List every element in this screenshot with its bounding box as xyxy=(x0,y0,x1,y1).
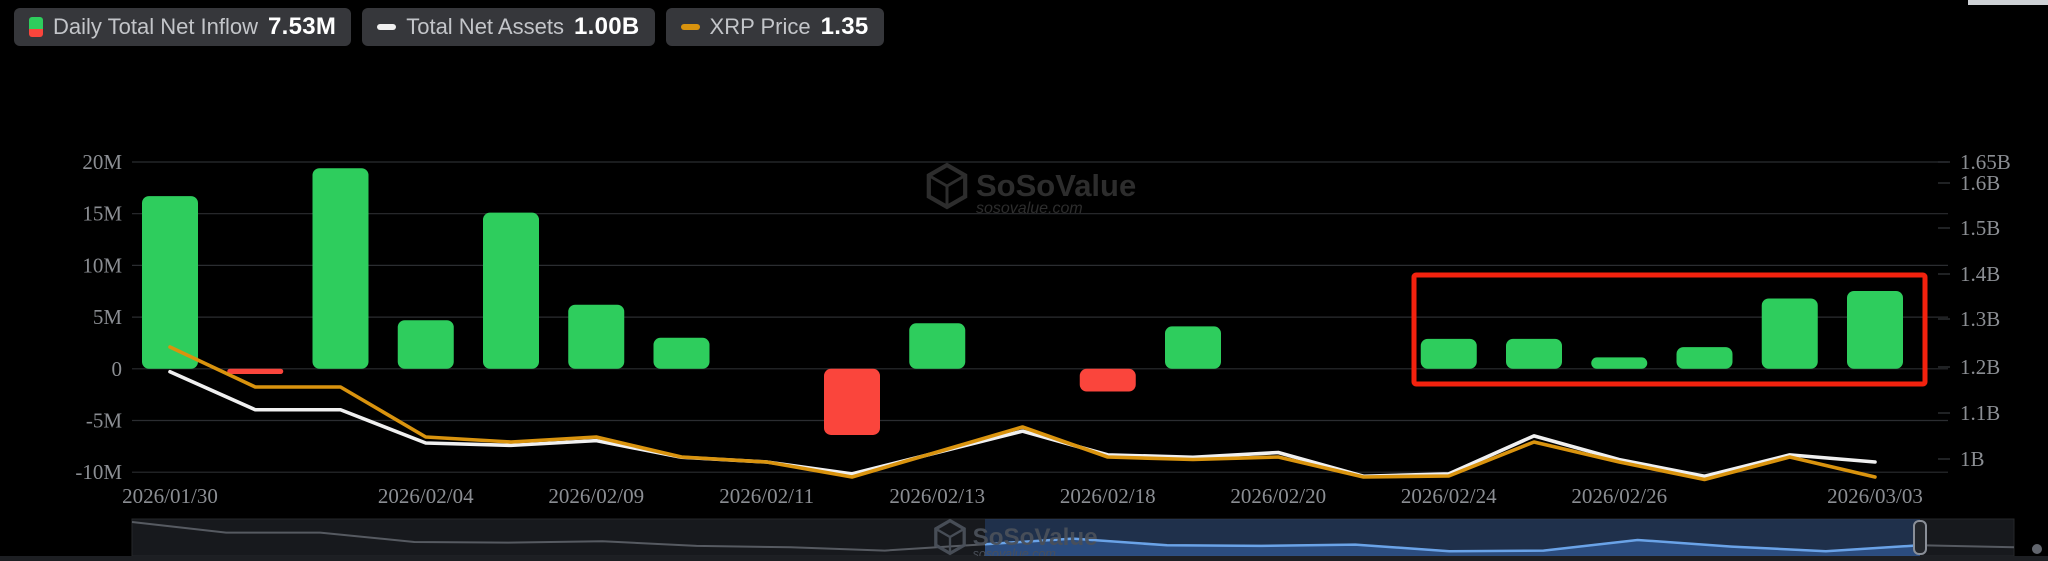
x-axis-date-tick: 2026/02/09 xyxy=(548,484,644,508)
x-axis-date-tick: 2026/02/18 xyxy=(1060,484,1156,508)
legend-value: 1.00B xyxy=(573,13,640,40)
inflow-bar[interactable] xyxy=(483,212,539,369)
right-axis-tick: 1B xyxy=(1960,447,1985,471)
xrp-price-line[interactable] xyxy=(168,345,1877,482)
inflow-bar[interactable] xyxy=(824,368,880,435)
inflow-bar[interactable] xyxy=(653,337,710,369)
svg-text:SoSoValue: SoSoValue xyxy=(976,168,1136,203)
right-axis-tick: 1.65B xyxy=(1960,150,2011,174)
x-axis-date-tick: 2026/03/03 xyxy=(1827,484,1923,508)
inflow-bar[interactable] xyxy=(1506,338,1562,369)
chart-legend: Daily Total Net Inflow 7.53M Total Net A… xyxy=(14,8,884,46)
inflow-bar[interactable] xyxy=(312,168,369,369)
x-axis-date-tick: 2026/01/30 xyxy=(122,484,218,508)
x-axis-date-tick: 2026/02/11 xyxy=(719,484,814,508)
navigator-selected-range[interactable] xyxy=(132,519,2014,556)
left-axis-tick: 20M xyxy=(82,150,122,174)
total-net-assets-line[interactable] xyxy=(168,369,1877,479)
x-axis-date-tick: 2026/02/24 xyxy=(1401,484,1497,508)
inflow-bar[interactable] xyxy=(568,304,625,369)
inflow-bar[interactable] xyxy=(1676,347,1733,369)
data-zoom-navigator[interactable] xyxy=(131,518,2015,557)
inflow-bar[interactable] xyxy=(909,323,966,369)
right-axis-tick: 1.3B xyxy=(1960,307,2000,331)
assets-line-icon xyxy=(377,24,397,30)
left-axis-tick: 5M xyxy=(93,305,123,329)
right-axis-tick: 1.4B xyxy=(1960,262,2000,286)
left-axis-tick: 15M xyxy=(82,202,122,226)
inflow-bar[interactable] xyxy=(1591,357,1648,369)
legend-item-daily-net-inflow[interactable]: Daily Total Net Inflow 7.53M xyxy=(14,8,352,46)
legend-label: XRP Price xyxy=(709,14,811,39)
bottom-edge-strip xyxy=(0,556,2048,561)
right-axis-tick: 1.6B xyxy=(1960,171,2000,195)
right-axis-tick: 1.1B xyxy=(1960,401,2000,425)
legend-item-total-net-assets[interactable]: Total Net Assets 1.00B xyxy=(362,8,655,46)
legend-item-xrp-price[interactable]: XRP Price 1.35 xyxy=(665,8,884,46)
left-axis-tick: -10M xyxy=(75,460,122,484)
x-axis-date-tick: 2026/02/26 xyxy=(1571,484,1667,508)
svg-text:SoSoValue: SoSoValue xyxy=(973,524,1098,551)
svg-text:sosovalue.com: sosovalue.com xyxy=(976,200,1083,217)
inflow-bar[interactable] xyxy=(1847,290,1903,369)
inflow-bar[interactable] xyxy=(227,368,284,374)
legend-value: 7.53M xyxy=(268,13,337,40)
right-axis-tick: 1.5B xyxy=(1960,216,2000,240)
left-axis-tick: 0 xyxy=(112,357,123,381)
left-axis-tick: 10M xyxy=(82,253,122,277)
x-axis-date-tick: 2026/02/13 xyxy=(889,484,985,508)
daily-net-inflow-bars[interactable] xyxy=(142,168,1903,435)
x-axis-date-tick: 2026/02/20 xyxy=(1230,484,1326,508)
inflow-bar[interactable] xyxy=(1420,338,1477,369)
right-axis-tick: 1.2B xyxy=(1960,355,2000,379)
navigator-handle[interactable] xyxy=(1913,520,1927,555)
x-axis-date-tick: 2026/02/04 xyxy=(378,484,474,508)
inflow-bar[interactable] xyxy=(142,196,198,369)
legend-label: Daily Total Net Inflow xyxy=(53,14,259,39)
inflow-bar[interactable] xyxy=(397,320,454,369)
left-axis-tick: -5M xyxy=(86,409,122,433)
xrp-line-icon xyxy=(680,24,700,30)
inflow-bar[interactable] xyxy=(1079,368,1136,392)
highlight-annotation-box xyxy=(1411,272,1928,387)
legend-label: Total Net Assets xyxy=(406,14,564,39)
inflow-bar[interactable] xyxy=(1165,326,1221,369)
scroll-dot[interactable] xyxy=(2032,544,2042,554)
inflow-bar[interactable] xyxy=(1761,298,1818,369)
top-right-sliver xyxy=(1968,0,2048,5)
legend-value: 1.35 xyxy=(820,13,869,40)
inflow-bar-icon xyxy=(29,17,43,37)
